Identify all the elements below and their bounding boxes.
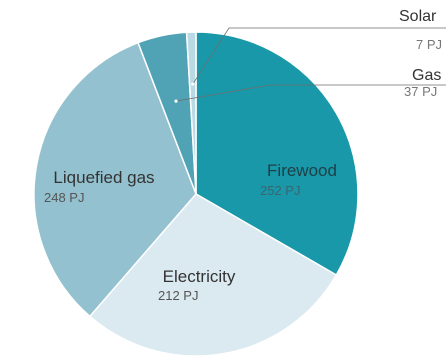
value-gas: 37 PJ — [404, 84, 437, 99]
pie-slices — [33, 31, 359, 356]
slice-liquefied-gas — [33, 41, 197, 318]
value-liquefied-gas: 248 PJ — [44, 190, 84, 205]
value-electricity: 212 PJ — [158, 288, 198, 303]
label-gas: Gas — [412, 67, 441, 84]
leader-lines — [174, 27, 446, 103]
label-liquefied-gas: Liquefied gas — [53, 168, 154, 187]
label-solar: Solar — [399, 8, 437, 25]
value-solar: 7 PJ — [416, 37, 442, 52]
label-firewood: Firewood — [267, 161, 337, 180]
label-electricity: Electricity — [163, 267, 236, 286]
value-firewood: 252 PJ — [260, 183, 300, 198]
slice-firewood — [195, 31, 359, 277]
leader-line-gas — [175, 84, 446, 102]
slice-solar — [185, 31, 197, 195]
leader-line-gas-dot — [174, 99, 178, 103]
slice-electricity — [88, 193, 338, 356]
leader-line-solar — [192, 27, 446, 85]
leader-line-solar-dot — [191, 82, 195, 86]
